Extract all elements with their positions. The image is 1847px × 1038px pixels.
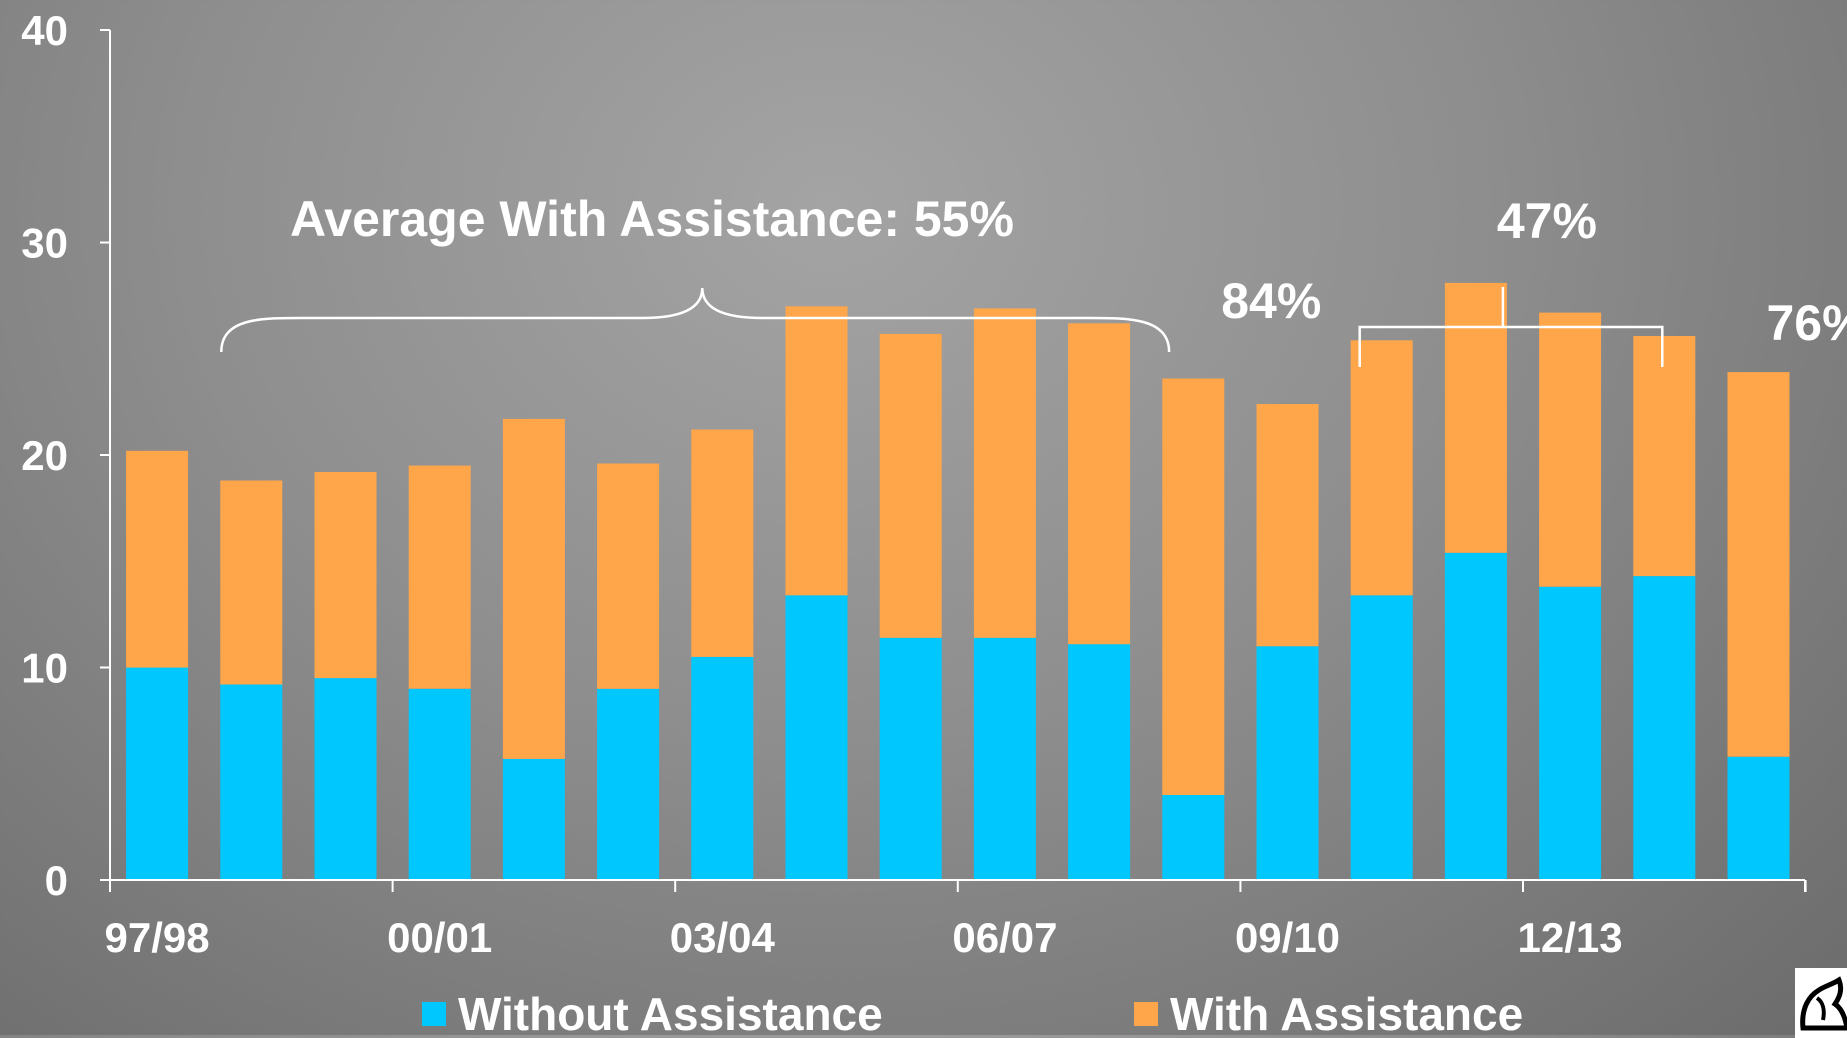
y-tick-label-0: 0 — [45, 857, 68, 904]
legend-label-with: With Assistance — [1170, 988, 1523, 1035]
y-tick-label-40: 40 — [21, 7, 68, 54]
bar-without-04-05 — [785, 595, 848, 881]
bar-with-09-10 — [1256, 404, 1319, 647]
bar-without-11-12 — [1444, 552, 1507, 881]
x-tick-label-00-01: 00/01 — [387, 914, 492, 961]
bar-without-07-08 — [1068, 644, 1131, 880]
x-tick-label-97-98: 97/98 — [105, 914, 210, 961]
bar-with-05-06 — [879, 333, 942, 638]
x-tick-label-03-04: 03/04 — [670, 914, 776, 961]
x-tick-label-09-10: 09/10 — [1235, 914, 1340, 961]
bar-without-05-06 — [879, 637, 942, 881]
bar-with-04-05 — [785, 306, 848, 596]
bracket-47-percent — [1358, 325, 1664, 367]
org-logo-icon — [1795, 968, 1847, 1038]
annotation-47-percent: 47% — [1497, 193, 1597, 249]
average-brace — [220, 287, 1171, 353]
bar-with-06-07 — [973, 308, 1036, 638]
annotation-84-percent: 84% — [1221, 273, 1321, 329]
bar-with-99-00 — [314, 472, 377, 679]
legend: Without Assistance With Assistance — [422, 988, 1523, 1035]
bar-with-00-01 — [408, 465, 471, 689]
bar-without-01-02 — [502, 758, 565, 880]
annotations-layer: Average With Assistance: 55% 84% 47% 76% — [220, 191, 1847, 367]
annotation-76-percent: 76% — [1766, 295, 1847, 351]
bar-with-11-12 — [1444, 282, 1507, 553]
bar-with-03-04 — [691, 429, 754, 657]
bar-with-13-14 — [1633, 336, 1696, 577]
bar-without-98-99 — [220, 684, 283, 880]
axes-layer: 0 10 20 30 40 97/98 00/01 03/04 06/07 09/10 12/13 — [21, 7, 1807, 961]
bar-without-03-04 — [691, 656, 754, 880]
bar-with-98-99 — [220, 480, 283, 685]
bar-with-10-11 — [1350, 340, 1413, 596]
bar-with-07-08 — [1068, 323, 1131, 645]
bar-with-01-02 — [502, 418, 565, 759]
bar-with-97-98 — [126, 450, 189, 668]
legend-swatch-with — [1134, 1002, 1158, 1026]
bar-without-02-03 — [597, 688, 660, 881]
bars-layer — [126, 282, 1790, 881]
bar-with-08-09 — [1162, 378, 1225, 795]
bar-with-14-15 — [1727, 372, 1790, 757]
bar-without-14-15 — [1727, 756, 1790, 881]
bar-without-13-14 — [1633, 576, 1696, 880]
x-tick-label-12-13: 12/13 — [1518, 914, 1623, 961]
bar-without-12-13 — [1539, 586, 1602, 881]
bar-with-02-03 — [597, 463, 660, 689]
legend-swatch-without — [422, 1002, 446, 1026]
bar-with-12-13 — [1539, 312, 1602, 587]
bar-without-06-07 — [973, 637, 1036, 881]
x-tick-label-06-07: 06/07 — [952, 914, 1057, 961]
y-tick-label-10: 10 — [21, 645, 68, 692]
bar-without-99-00 — [314, 678, 377, 880]
bar-without-10-11 — [1350, 595, 1413, 881]
bar-without-97-98 — [126, 667, 189, 880]
annotation-average-with-assistance: Average With Assistance: 55% — [290, 191, 1014, 247]
legend-label-without: Without Assistance — [458, 988, 883, 1035]
y-tick-label-30: 30 — [21, 220, 68, 267]
bar-without-00-01 — [408, 688, 471, 881]
bar-without-08-09 — [1162, 795, 1225, 880]
y-tick-label-20: 20 — [21, 432, 68, 479]
bar-without-09-10 — [1256, 646, 1319, 881]
